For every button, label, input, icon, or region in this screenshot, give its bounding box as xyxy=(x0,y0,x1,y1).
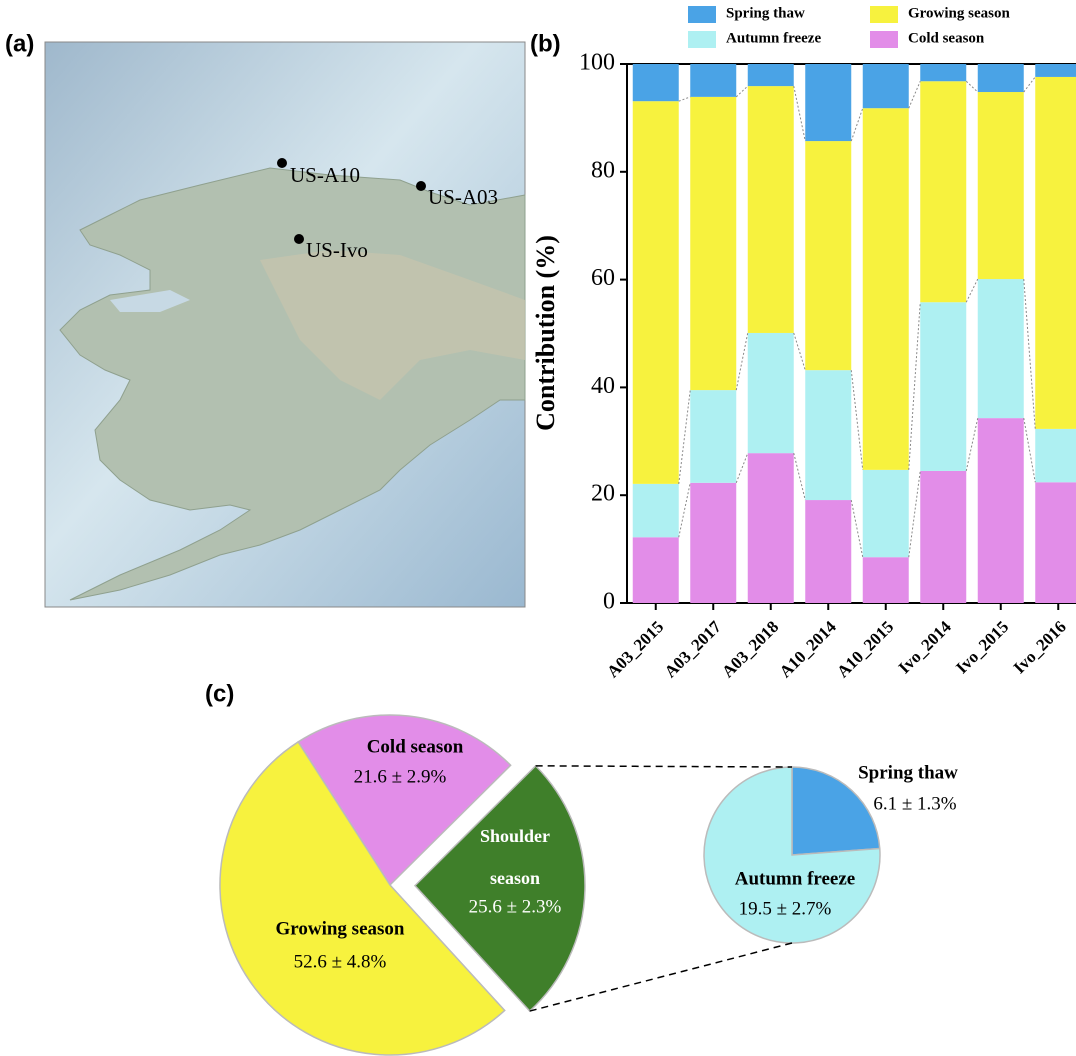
legend-swatch xyxy=(688,31,716,48)
x-tick-label: A10_2014 xyxy=(776,617,841,682)
bar-segment xyxy=(748,333,794,453)
bar-segment xyxy=(1035,64,1076,77)
panel-label: (a) xyxy=(5,30,34,57)
bar-segment xyxy=(690,97,736,390)
bar-segment xyxy=(978,279,1024,418)
bar-segment xyxy=(1035,429,1076,482)
zoom-connector xyxy=(536,766,792,767)
connector xyxy=(1024,279,1036,429)
legend-swatch xyxy=(688,6,716,23)
bar-segment xyxy=(633,537,679,603)
bar-segment xyxy=(978,418,1024,603)
connector xyxy=(679,483,691,537)
slice-label: Growing season xyxy=(276,918,405,939)
bar-segment xyxy=(978,92,1024,279)
bar-segment xyxy=(1035,77,1076,429)
connector xyxy=(736,333,748,390)
legend-swatch xyxy=(870,31,898,48)
site-marker xyxy=(416,181,426,191)
bar-segment xyxy=(633,101,679,484)
y-tick-label: 100 xyxy=(579,50,615,76)
site-label: US-Ivo xyxy=(306,238,368,262)
y-tick-label: 0 xyxy=(603,589,615,615)
bar-segment xyxy=(863,108,909,470)
slice-value: 21.6 ± 2.9% xyxy=(354,766,447,787)
y-tick-label: 60 xyxy=(591,265,615,291)
connector xyxy=(966,81,978,92)
site-marker xyxy=(294,234,304,244)
y-tick-label: 40 xyxy=(591,373,615,399)
site-label: US-A10 xyxy=(290,163,360,187)
bar-segment xyxy=(748,64,794,86)
connector xyxy=(794,86,806,141)
connector xyxy=(909,471,921,557)
x-tick-label: Ivo_2015 xyxy=(952,617,1012,677)
y-tick-label: 80 xyxy=(591,157,615,183)
connector xyxy=(1024,418,1036,482)
connector xyxy=(851,370,863,470)
connector xyxy=(736,86,748,97)
bar-segment xyxy=(920,64,966,81)
legend-label: Cold season xyxy=(908,30,985,46)
connector xyxy=(966,418,978,471)
legend-swatch xyxy=(870,6,898,23)
legend-label: Autumn freeze xyxy=(726,30,821,46)
map: US-A10 US-A03 US-Ivo xyxy=(45,42,525,607)
connector xyxy=(909,302,921,470)
bar-segment xyxy=(863,557,909,603)
slice-value: 6.1 ± 1.3% xyxy=(873,793,956,814)
y-tick-label: 20 xyxy=(591,481,615,507)
site-label: US-A03 xyxy=(428,185,498,209)
x-tick-label: Ivo_2016 xyxy=(1010,617,1070,677)
connector xyxy=(909,81,921,108)
bar-segment xyxy=(690,483,736,603)
x-tick-label: A03_2017 xyxy=(661,617,726,682)
bar-segment xyxy=(690,390,736,483)
bar-segment xyxy=(920,471,966,603)
bar-segment xyxy=(805,141,851,370)
slice-value: 25.6 ± 2.3% xyxy=(469,896,562,917)
x-tick-label: A03_2018 xyxy=(718,617,782,681)
legend-label: Growing season xyxy=(908,5,1010,21)
connector xyxy=(794,453,806,500)
bar-segment xyxy=(1035,482,1076,603)
connector xyxy=(851,500,863,557)
page: (a) (b) (c) US-A10 US-A03 US-Ivo 0 20 40 60… xyxy=(0,0,1076,1056)
bar-segment xyxy=(748,86,794,333)
x-tick-label: A10_2015 xyxy=(833,617,897,681)
connector xyxy=(679,97,691,101)
bar-segment xyxy=(633,64,679,101)
connector xyxy=(966,279,978,302)
connector xyxy=(736,453,748,483)
slice-value: 19.5 ± 2.7% xyxy=(739,898,832,919)
panel-label: (b) xyxy=(530,30,561,57)
site-marker xyxy=(277,158,287,168)
connector xyxy=(1024,77,1036,92)
bar-segment xyxy=(920,81,966,302)
bar-segment xyxy=(863,64,909,108)
slice-label: Shoulder season xyxy=(460,815,570,899)
bar-segment xyxy=(805,370,851,500)
slice-label: Cold season xyxy=(367,736,464,757)
slice-label: Autumn freeze xyxy=(735,868,855,889)
bar-segment xyxy=(978,64,1024,92)
connector xyxy=(794,333,806,370)
bar-segment xyxy=(748,453,794,603)
y-axis-title: Contribution (%) xyxy=(531,235,560,431)
connector xyxy=(851,108,863,141)
x-tick-label: Ivo_2014 xyxy=(895,617,956,678)
x-tick-label: A03_2015 xyxy=(603,617,667,681)
legend-label: Spring thaw xyxy=(726,5,805,21)
bar-segment xyxy=(633,484,679,537)
bar-segment xyxy=(805,500,851,603)
bar-segment xyxy=(805,64,851,141)
bar-segment xyxy=(690,64,736,97)
panel-label: (c) xyxy=(205,680,234,707)
connector xyxy=(679,390,691,484)
slice-label: Spring thaw xyxy=(858,762,958,783)
slice-value: 52.6 ± 4.8% xyxy=(294,951,387,972)
bar-segment xyxy=(863,470,909,557)
bar-segment xyxy=(920,302,966,471)
